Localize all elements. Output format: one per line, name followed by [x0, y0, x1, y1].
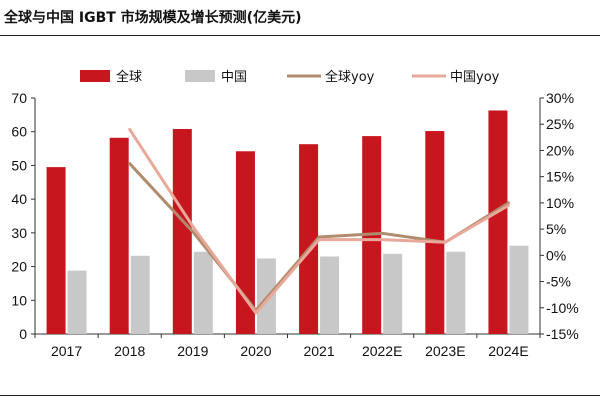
china-bar [193, 251, 213, 334]
left-tick-label: 50 [11, 157, 27, 173]
x-tick-label: 2020 [240, 343, 271, 359]
right-tick-label: 20% [546, 142, 574, 158]
right-tick-label: 0% [546, 247, 566, 263]
china-bar [383, 253, 403, 334]
right-tick-label: -10% [546, 300, 579, 316]
global-bar [46, 167, 66, 334]
legend-global-label: 全球 [116, 69, 142, 85]
left-tick-label: 20 [11, 259, 27, 275]
china-yoy-line [128, 127, 510, 315]
left-tick-label: 10 [11, 292, 27, 308]
x-tick-label: 2022E [362, 343, 402, 359]
x-tick-label: 2017 [51, 343, 82, 359]
chart-lines [128, 127, 510, 315]
china-bar [67, 270, 87, 334]
legend-china-swatch [185, 70, 215, 82]
legend-global-swatch [80, 70, 110, 82]
chart-bars [46, 110, 529, 334]
left-tick-label: 0 [19, 326, 27, 342]
legend-china-label: 中国 [221, 70, 247, 85]
china-bar [320, 256, 340, 334]
x-tick-label: 2024E [488, 343, 528, 359]
title-divider [0, 35, 600, 36]
right-tick-label: 10% [546, 195, 574, 211]
china-bar [509, 245, 529, 334]
chart-axes: 0 10 20 30 40 50 60 70 -15% -10% -5% 0% 5% 10% 15% 20% 2… [11, 90, 578, 359]
global-bar [109, 137, 129, 334]
left-tick-label: 60 [11, 124, 27, 140]
chart-legend: 全球 中国 全球yoy 中国yoy [80, 69, 500, 85]
x-tick-label: 2023E [425, 343, 465, 359]
global-bar [299, 144, 319, 334]
legend-global-yoy-label: 全球yoy [325, 69, 375, 85]
x-tick-label: 2018 [114, 343, 145, 359]
global-bar [172, 129, 192, 334]
global-bar [235, 151, 255, 334]
left-tick-label: 30 [11, 225, 27, 241]
right-tick-label: 5% [546, 221, 566, 237]
bottom-divider [0, 395, 600, 396]
right-tick-label: 30% [546, 90, 574, 106]
x-tick-label: 2019 [177, 343, 208, 359]
left-tick-label: 40 [11, 191, 27, 207]
global-bar [488, 110, 508, 334]
global-bar [425, 131, 445, 334]
china-bar [130, 255, 150, 334]
legend-china-yoy-label: 中国yoy [450, 70, 500, 85]
left-tick-label: 70 [11, 90, 27, 106]
right-tick-label: -15% [546, 326, 579, 342]
right-tick-label: -5% [546, 274, 571, 290]
right-tick-label: 25% [546, 116, 574, 132]
china-bar [446, 251, 466, 334]
right-tick-label: 15% [546, 169, 574, 185]
chart-title: 全球与中国 IGBT 市场规模及增长预测(亿美元) [4, 10, 302, 26]
x-tick-label: 2021 [303, 343, 334, 359]
